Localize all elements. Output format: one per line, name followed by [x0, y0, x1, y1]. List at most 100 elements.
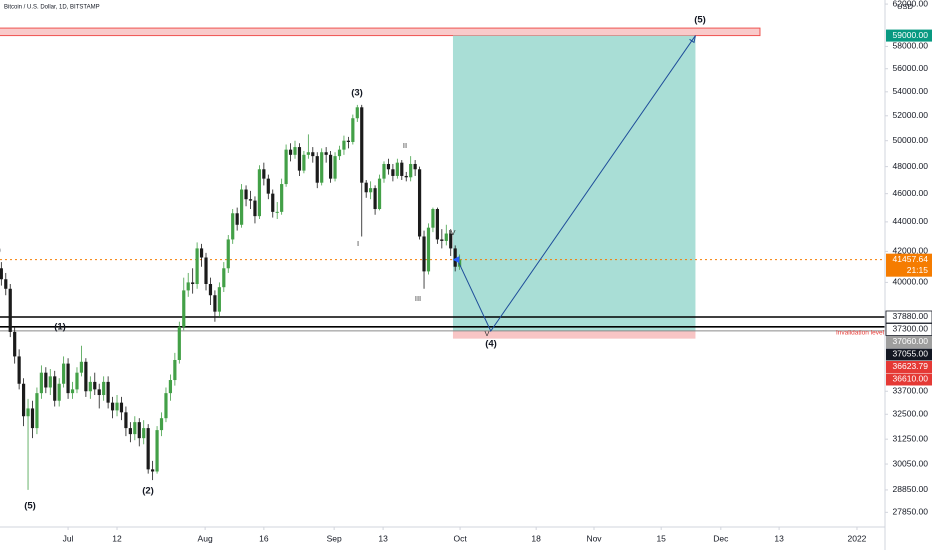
- candle-body: [293, 147, 297, 155]
- y-tick-label: 52000.00: [893, 110, 929, 120]
- candle-body: [280, 184, 284, 212]
- candle-body: [413, 163, 417, 170]
- price-label-bg: [886, 335, 932, 348]
- x-tick-label: 15: [656, 533, 666, 543]
- plot-area: (5)(1)(2)(3)IIIIIIIV(4)(5)(4)VInvalidati…: [0, 15, 885, 512]
- price-label-bg: [885, 323, 932, 336]
- y-tick-label: 30050.00: [893, 458, 929, 468]
- candle-body: [386, 163, 391, 170]
- candle-body: [302, 154, 306, 171]
- candle-body: [449, 233, 453, 249]
- candle-body: [400, 162, 404, 176]
- candle-body: [288, 149, 293, 155]
- y-tick-label: 58000.00: [893, 41, 929, 51]
- projection-path: [456, 35, 696, 332]
- x-tick-label: Aug: [198, 533, 213, 543]
- candle-body: [17, 356, 21, 384]
- y-tick-label: 62000.00: [893, 0, 929, 8]
- candle-body: [284, 149, 288, 185]
- y-tick-label: 46000.00: [893, 188, 929, 198]
- candle-body: [355, 107, 359, 119]
- price-label: 36623.79: [893, 361, 929, 371]
- y-tick-label: 27850.00: [893, 507, 929, 517]
- wave-label: I: [357, 239, 359, 248]
- wave-label: (4): [0, 245, 1, 256]
- candle-body: [373, 188, 377, 210]
- x-tick-label: Nov: [586, 533, 602, 543]
- candle-body: [222, 268, 226, 288]
- candle-body: [333, 156, 337, 179]
- price-label-bg: [886, 29, 932, 42]
- candle-body: [146, 428, 150, 470]
- candle-body: [84, 361, 88, 392]
- candle-body: [164, 393, 168, 419]
- candle-body: [213, 295, 217, 312]
- y-tick-label: 42000.00: [893, 246, 929, 256]
- y-tick-label: 32500.00: [893, 409, 929, 419]
- wave-label: Invalidation level: [836, 330, 885, 337]
- candle-body: [275, 211, 279, 213]
- candle-body: [21, 383, 26, 417]
- wave-label: (1): [54, 322, 66, 333]
- candle-body: [30, 408, 35, 429]
- wave-label: II: [403, 141, 407, 150]
- candle-body: [168, 380, 173, 394]
- candle-body: [360, 107, 364, 183]
- candle-body: [226, 239, 230, 269]
- price-label: 37300.00: [893, 324, 929, 334]
- candle-body: [271, 193, 275, 212]
- candle-body: [88, 381, 92, 392]
- candle-body: [115, 402, 119, 411]
- candle-body: [440, 239, 444, 241]
- candle-body: [159, 418, 164, 431]
- wave-label: (5): [694, 15, 706, 26]
- candle-body: [346, 140, 350, 142]
- candle-body: [244, 189, 248, 200]
- candle-body: [458, 259, 462, 267]
- candle-body: [377, 178, 382, 210]
- x-tick-label: 18: [531, 533, 541, 543]
- candle-body: [97, 389, 101, 396]
- arrow-head: [689, 35, 696, 44]
- candle-body: [186, 282, 190, 291]
- candle-body: [248, 199, 253, 201]
- candle-body: [324, 152, 328, 155]
- y-tick-label: 56000.00: [893, 63, 929, 73]
- candle-body: [106, 381, 110, 403]
- chart-title: Bitcoin / U.S. Dollar, 1D, BITSTAMP: [4, 5, 100, 11]
- y-tick-label: 33700.00: [893, 385, 929, 395]
- price-label: 59000.00: [893, 30, 929, 40]
- price-label-bg: [886, 348, 932, 361]
- price-label: 37055.00: [893, 349, 929, 359]
- currency-label: USD: [897, 2, 913, 11]
- candle-body: [102, 381, 106, 396]
- y-tick-label: 44000.00: [893, 216, 929, 226]
- candle-body: [195, 248, 199, 284]
- countdown-label: 21:15: [907, 265, 929, 275]
- candle-body: [110, 402, 115, 411]
- candle-body: [422, 236, 426, 272]
- candle-body: [48, 376, 52, 388]
- x-tick-label: Dec: [713, 533, 729, 543]
- candle-body: [262, 169, 266, 179]
- candle-body: [35, 393, 39, 429]
- candle-body: [342, 140, 346, 150]
- start-marker: [452, 256, 460, 264]
- price-zone: [452, 35, 696, 331]
- candle-body: [204, 257, 208, 284]
- x-tick-label: Oct: [453, 533, 467, 543]
- x-tick-label: 13: [378, 533, 388, 543]
- candle-body: [404, 175, 408, 178]
- candle-body: [142, 428, 146, 439]
- candle-body: [26, 408, 30, 417]
- x-tick-label: 12: [112, 533, 122, 543]
- candle-body: [57, 383, 61, 401]
- y-tick-label: 54000.00: [893, 86, 929, 96]
- candle-body: [199, 248, 204, 258]
- candle-body: [66, 363, 70, 394]
- candle-body: [128, 428, 132, 435]
- candle-body: [311, 152, 315, 157]
- candle-body: [431, 209, 435, 228]
- price-label-bg: [885, 310, 932, 324]
